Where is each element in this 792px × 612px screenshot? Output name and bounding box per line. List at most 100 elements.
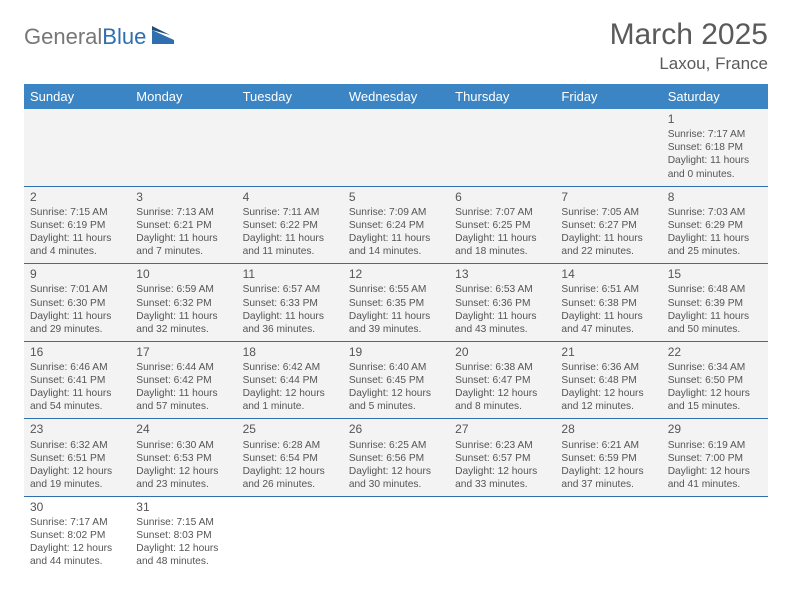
day-cell: 18Sunrise: 6:42 AMSunset: 6:44 PMDayligh… <box>237 342 343 419</box>
sunset-text: Sunset: 6:54 PM <box>243 452 337 465</box>
sunrise-text: Sunrise: 6:48 AM <box>668 283 762 296</box>
daylight-text: and 4 minutes. <box>30 245 124 258</box>
day-number: 25 <box>243 422 337 437</box>
day-number: 27 <box>455 422 549 437</box>
sunrise-text: Sunrise: 7:05 AM <box>561 206 655 219</box>
sunrise-text: Sunrise: 7:13 AM <box>136 206 230 219</box>
sunrise-text: Sunrise: 6:46 AM <box>30 361 124 374</box>
day-number: 17 <box>136 345 230 360</box>
week-row: 2Sunrise: 7:15 AMSunset: 6:19 PMDaylight… <box>24 187 768 265</box>
daylight-text: Daylight: 11 hours <box>30 387 124 400</box>
daylight-text: and 37 minutes. <box>561 478 655 491</box>
daylight-text: and 18 minutes. <box>455 245 549 258</box>
daylight-text: Daylight: 11 hours <box>30 310 124 323</box>
daylight-text: and 15 minutes. <box>668 400 762 413</box>
day-header-cell: Wednesday <box>343 84 449 109</box>
daylight-text: Daylight: 12 hours <box>30 465 124 478</box>
day-number: 4 <box>243 190 337 205</box>
sunrise-text: Sunrise: 6:25 AM <box>349 439 443 452</box>
day-number: 22 <box>668 345 762 360</box>
daylight-text: and 29 minutes. <box>30 323 124 336</box>
day-number: 11 <box>243 267 337 282</box>
empty-cell <box>343 497 449 574</box>
sunset-text: Sunset: 6:25 PM <box>455 219 549 232</box>
day-cell: 5Sunrise: 7:09 AMSunset: 6:24 PMDaylight… <box>343 187 449 264</box>
day-number: 5 <box>349 190 443 205</box>
sunrise-text: Sunrise: 7:01 AM <box>30 283 124 296</box>
sunrise-text: Sunrise: 6:32 AM <box>30 439 124 452</box>
day-cell: 9Sunrise: 7:01 AMSunset: 6:30 PMDaylight… <box>24 264 130 341</box>
day-number: 10 <box>136 267 230 282</box>
empty-cell <box>130 109 236 186</box>
daylight-text: Daylight: 11 hours <box>668 232 762 245</box>
day-cell: 26Sunrise: 6:25 AMSunset: 6:56 PMDayligh… <box>343 419 449 496</box>
day-cell: 28 Sunrise: 6:21 AMSunset: 6:59 PMDayligh… <box>555 419 661 496</box>
sunrise-text: Sunrise: 6:53 AM <box>455 283 549 296</box>
sunrise-text: Sunrise: 6:40 AM <box>349 361 443 374</box>
empty-cell <box>237 109 343 186</box>
sunset-text: Sunset: 6:57 PM <box>455 452 549 465</box>
daylight-text: and 54 minutes. <box>30 400 124 413</box>
empty-cell <box>237 497 343 574</box>
day-cell: 2Sunrise: 7:15 AMSunset: 6:19 PMDaylight… <box>24 187 130 264</box>
daylight-text: and 30 minutes. <box>349 478 443 491</box>
daylight-text: Daylight: 11 hours <box>455 310 549 323</box>
daylight-text: Daylight: 12 hours <box>668 465 762 478</box>
sunset-text: Sunset: 7:00 PM <box>668 452 762 465</box>
sunset-text: Sunset: 6:45 PM <box>349 374 443 387</box>
sunrise-text: Sunrise: 6:36 AM <box>561 361 655 374</box>
sunset-text: Sunset: 6:38 PM <box>561 297 655 310</box>
daylight-text: Daylight: 12 hours <box>136 542 230 555</box>
day-cell: 15Sunrise: 6:48 AMSunset: 6:39 PMDayligh… <box>662 264 768 341</box>
daylight-text: Daylight: 12 hours <box>349 387 443 400</box>
sunrise-text: Sunrise: 6:23 AM <box>455 439 549 452</box>
empty-cell <box>449 497 555 574</box>
daylight-text: Daylight: 11 hours <box>30 232 124 245</box>
sunrise-text: Sunrise: 7:11 AM <box>243 206 337 219</box>
daylight-text: and 57 minutes. <box>136 400 230 413</box>
logo-word-2: Blue <box>102 24 146 49</box>
sunset-text: Sunset: 6:32 PM <box>136 297 230 310</box>
day-header-cell: Sunday <box>24 84 130 109</box>
day-number: 9 <box>30 267 124 282</box>
day-cell: 19Sunrise: 6:40 AMSunset: 6:45 PMDayligh… <box>343 342 449 419</box>
sunset-text: Sunset: 6:41 PM <box>30 374 124 387</box>
daylight-text: Daylight: 11 hours <box>243 310 337 323</box>
daylight-text: and 5 minutes. <box>349 400 443 413</box>
sunset-text: Sunset: 6:59 PM <box>561 452 655 465</box>
day-number: 31 <box>136 500 230 515</box>
sunrise-text: Sunrise: 6:28 AM <box>243 439 337 452</box>
day-cell: 13Sunrise: 6:53 AMSunset: 6:36 PMDayligh… <box>449 264 555 341</box>
sunset-text: Sunset: 6:29 PM <box>668 219 762 232</box>
day-header-cell: Thursday <box>449 84 555 109</box>
title-block: March 2025 Laxou, France <box>610 18 768 74</box>
day-number: 28 <box>561 422 655 437</box>
sunset-text: Sunset: 6:35 PM <box>349 297 443 310</box>
daylight-text: and 50 minutes. <box>668 323 762 336</box>
week-row: 1Sunrise: 7:17 AMSunset: 6:18 PMDaylight… <box>24 109 768 187</box>
day-cell: 7Sunrise: 7:05 AMSunset: 6:27 PMDaylight… <box>555 187 661 264</box>
day-number: 8 <box>668 190 762 205</box>
day-cell: 29Sunrise: 6:19 AMSunset: 7:00 PMDayligh… <box>662 419 768 496</box>
empty-cell <box>449 109 555 186</box>
logo: GeneralBlue <box>24 18 178 50</box>
daylight-text: and 26 minutes. <box>243 478 337 491</box>
daylight-text: and 23 minutes. <box>136 478 230 491</box>
empty-cell <box>343 109 449 186</box>
day-number: 2 <box>30 190 124 205</box>
daylight-text: and 43 minutes. <box>455 323 549 336</box>
daylight-text: Daylight: 12 hours <box>561 465 655 478</box>
daylight-text: Daylight: 11 hours <box>668 310 762 323</box>
day-cell: 1Sunrise: 7:17 AMSunset: 6:18 PMDaylight… <box>662 109 768 186</box>
day-number: 3 <box>136 190 230 205</box>
daylight-text: Daylight: 12 hours <box>349 465 443 478</box>
day-number: 13 <box>455 267 549 282</box>
sunrise-text: Sunrise: 6:21 AM <box>561 439 655 452</box>
daylight-text: Daylight: 11 hours <box>561 232 655 245</box>
day-header-cell: Tuesday <box>237 84 343 109</box>
day-number: 23 <box>30 422 124 437</box>
sunrise-text: Sunrise: 6:57 AM <box>243 283 337 296</box>
sunset-text: Sunset: 6:21 PM <box>136 219 230 232</box>
daylight-text: and 11 minutes. <box>243 245 337 258</box>
day-cell: 22Sunrise: 6:34 AMSunset: 6:50 PMDayligh… <box>662 342 768 419</box>
